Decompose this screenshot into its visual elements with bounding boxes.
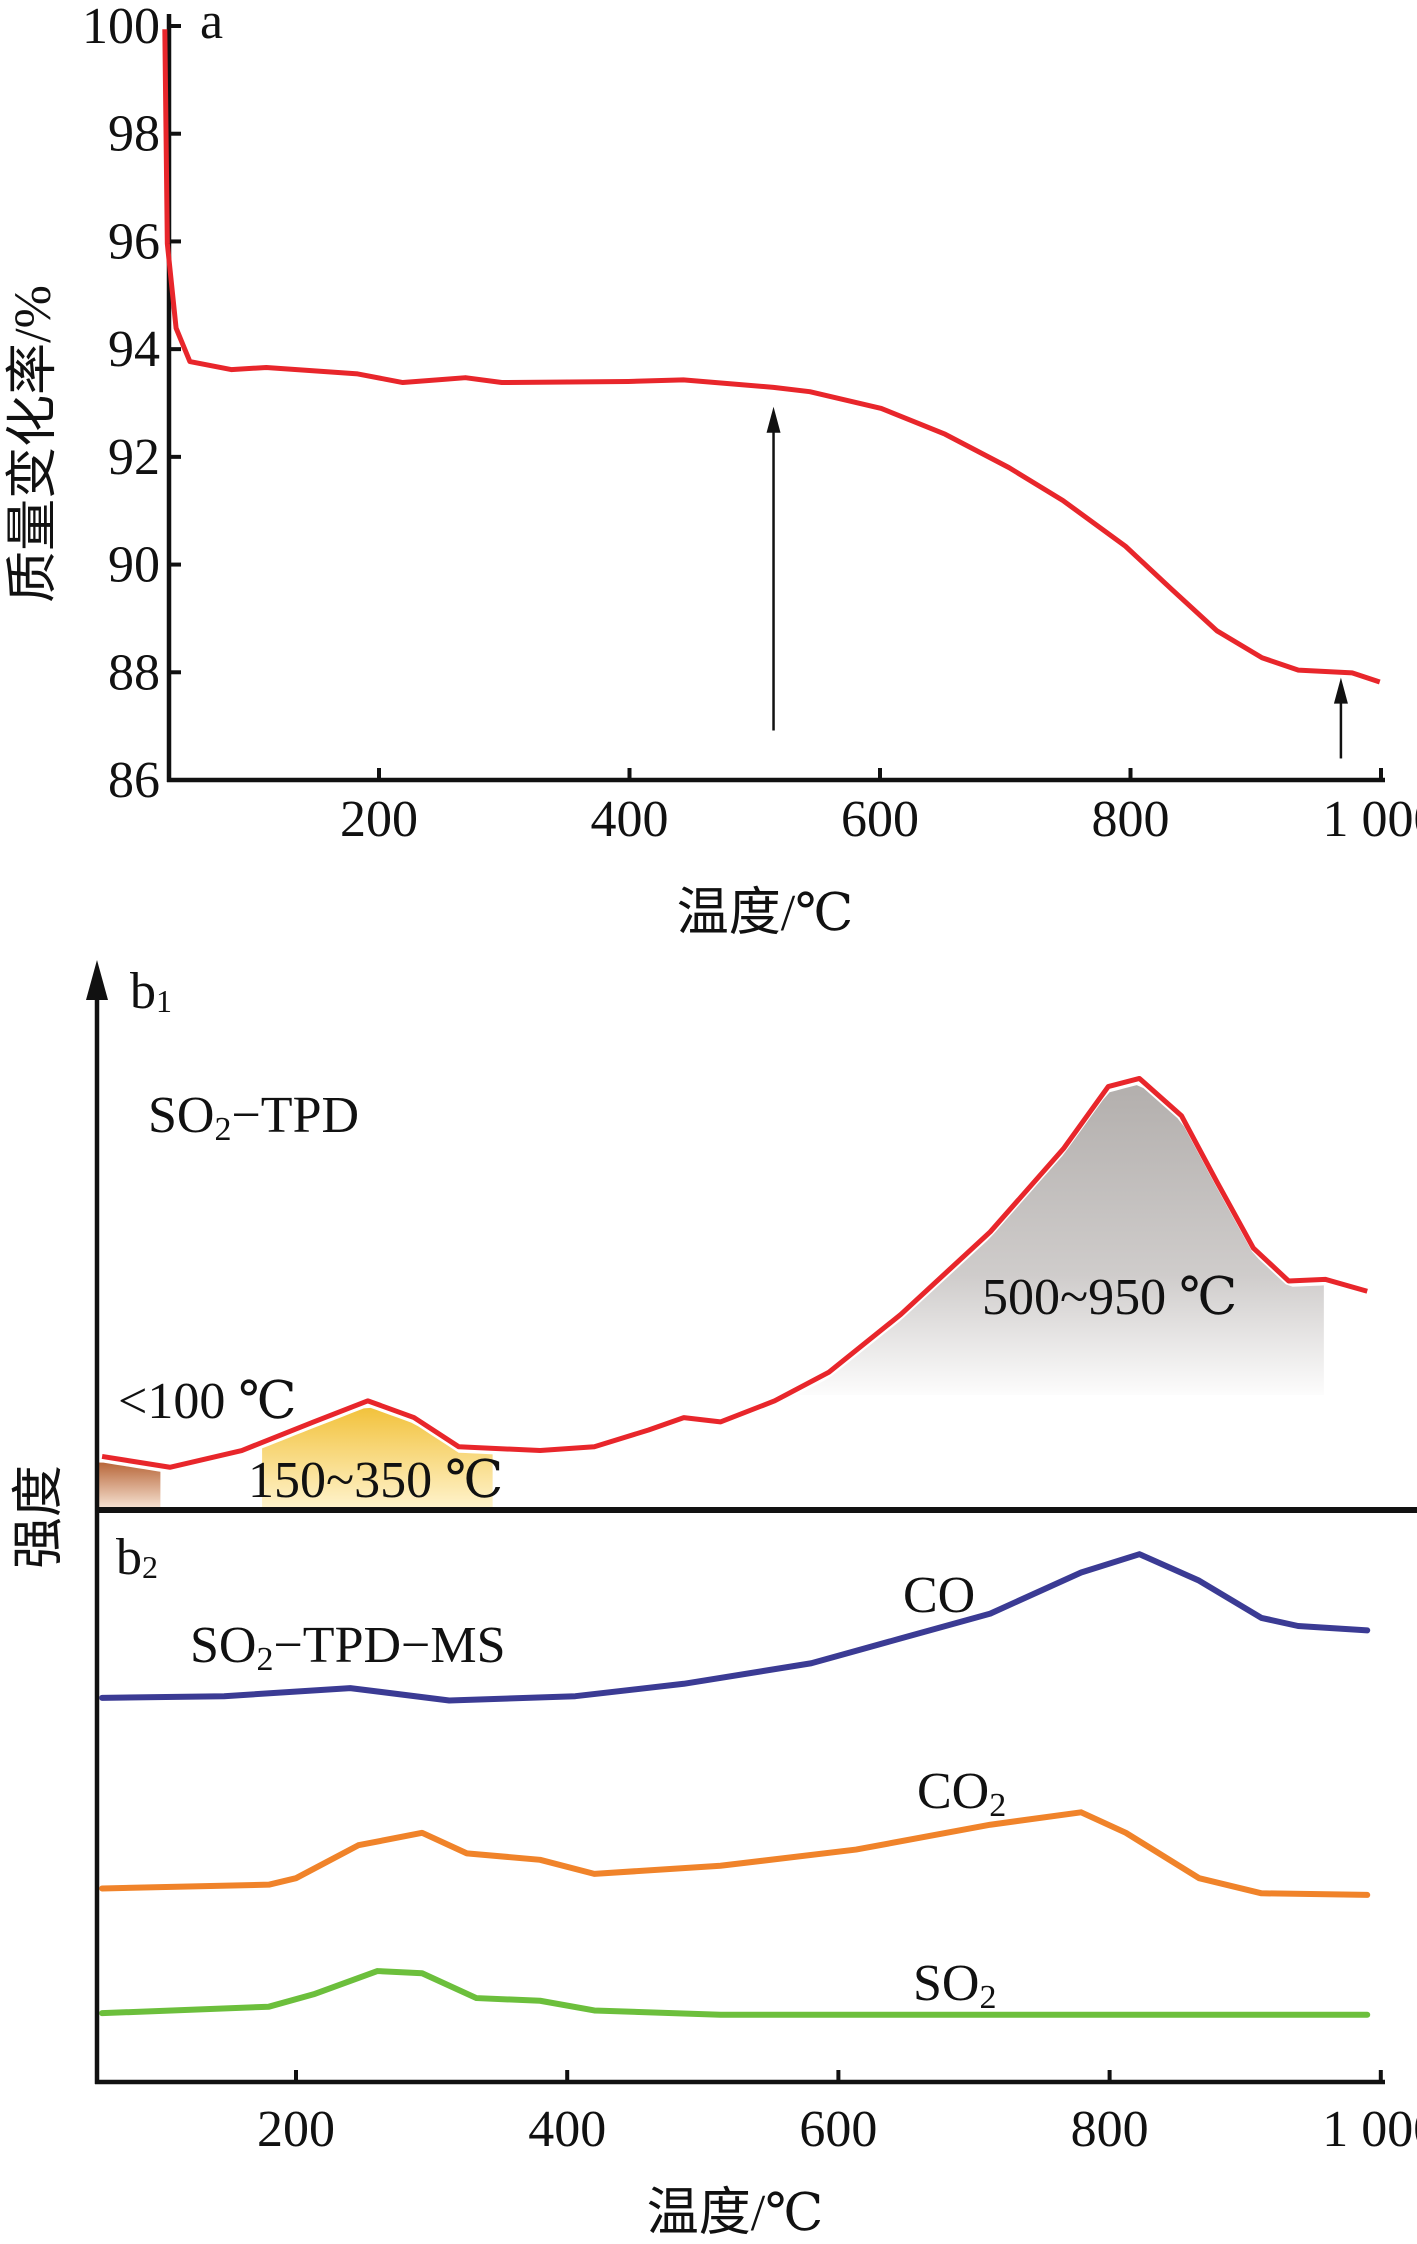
panel-b1-tpd-curve [101, 1075, 1368, 1470]
series-label-so2: SO2 [913, 1955, 996, 2016]
panel-a-arrows [766, 406, 1348, 759]
panel-b-y-axis-arrowhead [86, 960, 108, 1000]
series-label-co2: CO2 [917, 1763, 1006, 1824]
panel-a-x-axis-label: 温度/℃ [677, 885, 854, 942]
x-tick-label: 1 000 [1322, 2101, 1417, 2158]
panel-a-mass-curve [162, 29, 1381, 685]
y-tick-label: 90 [108, 537, 160, 594]
y-tick-label: 98 [108, 106, 160, 163]
x-tick-label: 800 [1092, 791, 1170, 848]
x-tick-label: 200 [257, 2101, 335, 2158]
y-tick-label: 100 [82, 0, 160, 55]
series-line-so2 [99, 1968, 1371, 2018]
panel-b2-ms-curves [99, 1551, 1371, 2018]
x-tick-label: 1 000 [1323, 791, 1417, 848]
x-tick-label: 600 [799, 2101, 877, 2158]
panel-a-label: a [200, 0, 223, 50]
panel-b-y-axis-label: 强度 [11, 1465, 68, 1569]
panel-b1-title: SO2−TPD [148, 1087, 359, 1148]
panel-b2-label: b2 [116, 1529, 158, 1586]
region-label-500-950: 500~950 ℃ [982, 1269, 1237, 1326]
panel-b1-shaded-regions [96, 1085, 1324, 1508]
y-tick-label: 92 [108, 429, 160, 486]
panel-b-x-ticks: 200 400 600 800 1 000 [257, 2070, 1417, 2158]
annotation-arrowhead [766, 406, 781, 433]
region-label-below-100: <100 ℃ [118, 1373, 297, 1430]
panel-b: 200 400 600 800 1 000 b1 SO2−TPD <100 ℃ 150~… [11, 960, 1417, 2242]
y-tick-label: 94 [108, 321, 160, 378]
panel-a-y-axis-label: 质量变化率/% [5, 285, 62, 603]
annotation-arrowhead [1333, 677, 1348, 704]
panel-b1-label: b1 [130, 963, 172, 1020]
series-line-co [99, 1551, 1371, 1704]
x-tick-label: 600 [841, 791, 919, 848]
panel-a: 100 98 96 94 92 90 88 86 200 400 600 800 1 000 a 温度… [5, 0, 1417, 942]
x-tick-label: 400 [528, 2101, 606, 2158]
y-tick-label: 96 [108, 213, 160, 270]
x-tick-label: 800 [1071, 2101, 1149, 2158]
y-tick-label: 86 [108, 752, 160, 809]
region-label-150-350: 150~350 ℃ [248, 1452, 503, 1509]
region-below-100 [96, 1462, 161, 1508]
panel-b2-title: SO2−TPD−MS [190, 1617, 506, 1678]
panel-a-x-ticks: 200 400 600 800 1 000 [340, 768, 1417, 848]
x-tick-label: 400 [591, 791, 669, 848]
series-line-co2 [99, 1809, 1371, 1898]
region-150-350 [262, 1407, 493, 1508]
panel-b-x-axis-label: 温度/℃ [647, 2185, 824, 2242]
y-tick-label: 88 [108, 644, 160, 701]
x-tick-label: 200 [340, 791, 418, 848]
series-label-co: CO [903, 1567, 975, 1624]
region-500-950 [784, 1085, 1324, 1402]
panel-a-y-ticks: 100 98 96 94 92 90 88 86 [82, 0, 181, 809]
